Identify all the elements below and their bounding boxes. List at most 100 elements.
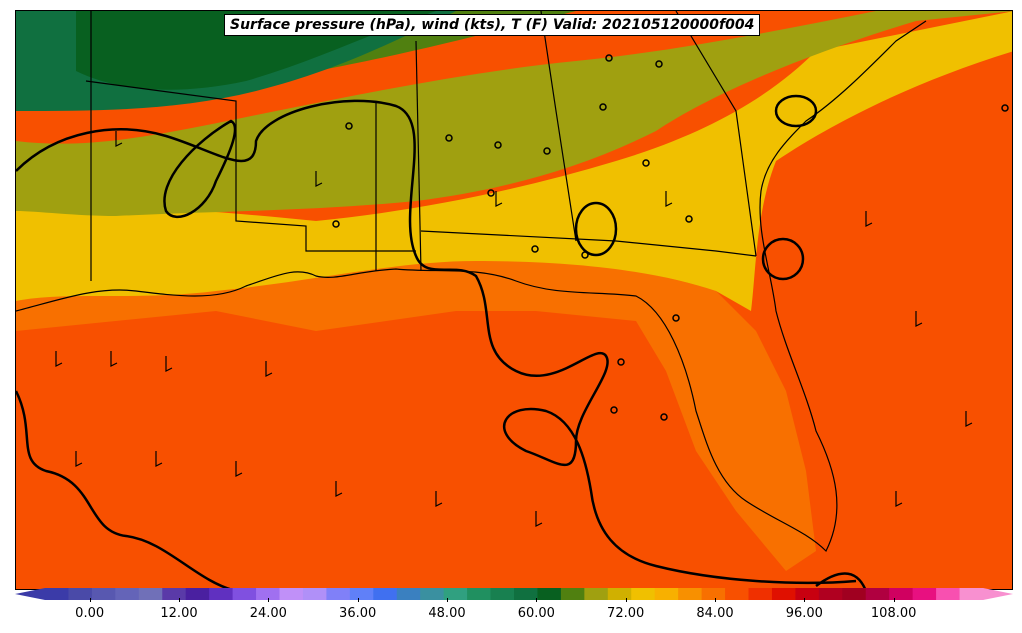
- wind-barb: [315, 171, 323, 187]
- colorbar-tick-mark: [268, 598, 270, 602]
- colorbar-segment: [68, 588, 93, 600]
- station-marker: [610, 406, 618, 414]
- wind-barb: [335, 481, 343, 497]
- colorbar-segment: [490, 588, 515, 600]
- colorbar-segment: [889, 588, 914, 600]
- wind-barb: [115, 131, 123, 147]
- station-marker: [642, 159, 650, 167]
- wind-barb: [75, 451, 83, 467]
- wind-barbs: [55, 131, 973, 527]
- station-marker: [543, 147, 551, 155]
- state-border: [675, 11, 757, 257]
- wind-barb: [235, 461, 243, 477]
- colorbar-extend-low: [15, 588, 45, 600]
- station-marker: [617, 358, 625, 366]
- station-marker: [494, 141, 502, 149]
- colorbar-segment: [725, 588, 749, 600]
- station-marker: [445, 134, 453, 142]
- colorbar-segment: [865, 588, 890, 600]
- isobar: [815, 572, 867, 589]
- wind-barb: [435, 491, 443, 507]
- wind-barb: [915, 311, 923, 327]
- colorbar-tick-label: 48.00: [428, 606, 466, 621]
- colorbar-tick-label: 108.00: [870, 606, 917, 621]
- colorbar-tick-mark: [357, 598, 359, 602]
- colorbar-segment: [349, 588, 374, 600]
- colorbar-segment: [256, 588, 280, 600]
- colorbar-tick-mark: [893, 598, 895, 602]
- state-border: [540, 11, 577, 242]
- station-marker: [655, 60, 663, 68]
- colorbar-segment: [631, 588, 656, 600]
- colorbar-segment: [678, 588, 703, 600]
- colorbar-tick-label: 72.00: [607, 606, 645, 621]
- state-border: [420, 230, 757, 257]
- state-border: [85, 80, 416, 252]
- station-marker: [332, 220, 340, 228]
- colorbar-segment: [748, 588, 773, 600]
- colorbar-segment: [162, 588, 187, 600]
- station-marker: [345, 122, 353, 130]
- colorbar-segment: [537, 588, 562, 600]
- colorbar-segment: [771, 588, 796, 600]
- colorbar-segment: [936, 588, 961, 600]
- colorbar-segment: [396, 588, 421, 600]
- coastline: [16, 20, 927, 553]
- station-marker: [599, 103, 607, 111]
- temperature-map: [16, 11, 1012, 589]
- isobars: [16, 94, 867, 589]
- colorbar-segment: [45, 588, 69, 600]
- state-border: [415, 40, 422, 272]
- wind-barb: [965, 411, 973, 427]
- wind-barb: [665, 191, 673, 207]
- colorbar-tick-label: 12.00: [160, 606, 198, 621]
- colorbar-segment: [912, 588, 937, 600]
- wind-barb: [265, 361, 273, 377]
- temperature-colorbar: [15, 588, 1013, 600]
- colorbar-segment: [115, 588, 140, 600]
- station-marker: [581, 251, 589, 259]
- colorbar-segment: [373, 588, 398, 600]
- colorbar-tick-mark: [447, 598, 448, 602]
- colorbar-segment: [91, 588, 116, 600]
- colorbar-segment: [607, 588, 632, 600]
- colorbar-segment: [420, 588, 445, 600]
- colorbar-segment: [654, 588, 679, 600]
- colorbar-segment: [795, 588, 820, 600]
- isobar: [163, 119, 237, 219]
- wind-barb: [110, 351, 118, 367]
- land-yellow: [16, 11, 1012, 311]
- colorbar-segment: [959, 588, 984, 600]
- colorbar-segment: [185, 588, 210, 600]
- colorbar-segment: [138, 588, 163, 600]
- station-marker: [487, 189, 495, 197]
- colorbar-tick-label: 60.00: [517, 606, 555, 621]
- colorbar-segment: [467, 588, 492, 600]
- colorbar-tick-label: 24.00: [249, 606, 287, 621]
- station-marker: [531, 245, 539, 253]
- colorbar-segment: [584, 588, 609, 600]
- colorbar-extend-high: [983, 588, 1013, 600]
- colorbar-segment: [209, 588, 234, 600]
- colorbar-segment: [279, 588, 304, 600]
- station-markers: [332, 54, 1009, 421]
- colorbar-tick-mark: [89, 598, 91, 602]
- colorbar-segment: [514, 588, 538, 600]
- isobar: [16, 99, 857, 585]
- station-marker: [1001, 104, 1009, 112]
- colorbar-tick-mark: [715, 598, 716, 602]
- isobar: [16, 390, 234, 589]
- colorbar-segment: [560, 588, 585, 600]
- colorbar-segment: [232, 588, 257, 600]
- colorbar-segment: [818, 588, 843, 600]
- colorbar-segment: [326, 588, 351, 600]
- wind-barb: [155, 451, 163, 467]
- colorbar-tick-mark: [804, 598, 806, 602]
- map-panel: [15, 10, 1013, 590]
- colorbar-tick-label: 96.00: [785, 606, 823, 621]
- wind-barb: [535, 511, 543, 527]
- station-marker: [660, 413, 668, 421]
- colorbar-tick-mark: [179, 598, 180, 602]
- colorbar-tick-mark: [536, 598, 538, 602]
- colorbar-segment: [443, 588, 468, 600]
